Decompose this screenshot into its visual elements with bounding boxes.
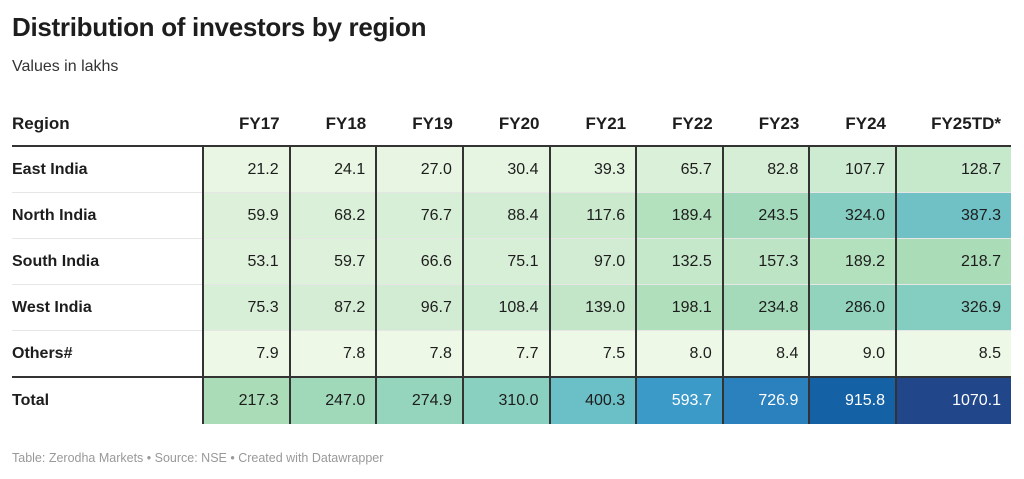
row-label: North India: [12, 192, 203, 239]
heatmap-cell: 97.0: [548, 238, 637, 285]
heatmap-cell: 24.1: [288, 146, 377, 193]
heatmap-cell: 310.0: [461, 376, 550, 424]
heatmap-cell: 593.7: [635, 376, 723, 424]
heatmap-cell: 7.8: [375, 330, 463, 378]
heatmap-cell: 8.4: [721, 330, 810, 378]
heatmap-cell: 7.9: [202, 330, 290, 378]
heatmap-table: Region FY17 FY18 FY19 FY20 FY21 FY22 FY23 FY24 FY…: [12, 103, 1011, 424]
chart-title: Distribution of investors by region: [12, 12, 427, 42]
footer-credits: Table: Zerodha Markets • Source: NSE • C…: [12, 451, 384, 465]
table-row: East India 21.2 24.1 27.0 30.4 39.3 65.7 82.8 10…: [12, 146, 1011, 193]
column-header[interactable]: FY22: [636, 103, 723, 147]
column-header[interactable]: FY20: [462, 103, 550, 147]
heatmap-cell: 128.7: [895, 146, 1011, 193]
heatmap-cell: 274.9: [375, 376, 463, 424]
heatmap-cell: 8.0: [635, 330, 723, 378]
heatmap-cell: 286.0: [808, 284, 896, 331]
column-header[interactable]: FY25TD*: [896, 103, 1011, 147]
column-header[interactable]: FY18: [289, 103, 377, 147]
heatmap-cell: 53.1: [202, 238, 290, 285]
heatmap-cell: 7.5: [548, 330, 637, 378]
heatmap-cell: 1070.1: [895, 376, 1011, 424]
heatmap-cell: 59.9: [202, 192, 290, 239]
heatmap-cell: 66.6: [375, 238, 463, 285]
heatmap-cell: 247.0: [288, 376, 377, 424]
heatmap-cell: 21.2: [202, 146, 290, 193]
heatmap-cell: 189.4: [635, 192, 723, 239]
heatmap-cell: 189.2: [808, 238, 896, 285]
column-header[interactable]: FY19: [376, 103, 463, 147]
heatmap-cell: 107.7: [808, 146, 896, 193]
heatmap-cell: 218.7: [895, 238, 1011, 285]
row-label: Others#: [12, 330, 203, 378]
column-header[interactable]: FY23: [722, 103, 810, 147]
heatmap-cell: 82.8: [721, 146, 810, 193]
column-header[interactable]: FY17: [203, 103, 290, 147]
heatmap-cell: 915.8: [808, 376, 896, 424]
table-row: Others# 7.9 7.8 7.8 7.7 7.5 8.0 8.4 9.0 8.5: [12, 330, 1011, 378]
table-row: West India 75.3 87.2 96.7 108.4 139.0 198.1 234…: [12, 284, 1011, 331]
heatmap-cell: 326.9: [895, 284, 1011, 331]
heatmap-cell: 217.3: [202, 376, 290, 424]
heatmap-cell: 243.5: [721, 192, 810, 239]
heatmap-cell: 59.7: [288, 238, 377, 285]
heatmap-cell: 400.3: [548, 376, 637, 424]
heatmap-cell: 7.7: [461, 330, 550, 378]
heatmap-cell: 139.0: [548, 284, 637, 331]
heatmap-cell: 76.7: [375, 192, 463, 239]
heatmap-cell: 8.5: [895, 330, 1011, 378]
heatmap-cell: 198.1: [635, 284, 723, 331]
heatmap-cell: 234.8: [721, 284, 810, 331]
chart-subtitle: Values in lakhs: [12, 58, 119, 75]
heatmap-cell: 132.5: [635, 238, 723, 285]
heatmap-cell: 30.4: [461, 146, 550, 193]
row-label: Total: [12, 376, 203, 424]
column-header[interactable]: Region: [12, 103, 203, 147]
heatmap-cell: 117.6: [548, 192, 637, 239]
heatmap-cell: 157.3: [721, 238, 810, 285]
heatmap-cell: 96.7: [375, 284, 463, 331]
heatmap-cell: 7.8: [288, 330, 377, 378]
heatmap-cell: 88.4: [461, 192, 550, 239]
row-label: West India: [12, 284, 203, 331]
heatmap-cell: 324.0: [808, 192, 896, 239]
heatmap-cell: 39.3: [548, 146, 637, 193]
table-row: North India 59.9 68.2 76.7 88.4 117.6 189.4 243…: [12, 192, 1011, 239]
header-row: Region FY17 FY18 FY19 FY20 FY21 FY22 FY23 FY24 FY…: [12, 103, 1011, 147]
heatmap-cell: 75.1: [461, 238, 550, 285]
heatmap-cell: 9.0: [808, 330, 896, 378]
column-header[interactable]: FY24: [809, 103, 896, 147]
table-row: South India 53.1 59.7 66.6 75.1 97.0 132.5 157.…: [12, 238, 1011, 285]
heatmap-cell: 75.3: [202, 284, 290, 331]
heatmap-cell: 108.4: [461, 284, 550, 331]
row-label: East India: [12, 146, 203, 193]
heatmap-cell: 726.9: [721, 376, 810, 424]
heatmap-cell: 87.2: [288, 284, 377, 331]
column-header[interactable]: FY21: [549, 103, 637, 147]
heatmap-cell: 387.3: [895, 192, 1011, 239]
heatmap-cell: 68.2: [288, 192, 377, 239]
heatmap-cell: 65.7: [635, 146, 723, 193]
total-row: Total 217.3 247.0 274.9 310.0 400.3 593.7 726.9…: [12, 376, 1011, 424]
row-label: South India: [12, 238, 203, 285]
heatmap-cell: 27.0: [375, 146, 463, 193]
